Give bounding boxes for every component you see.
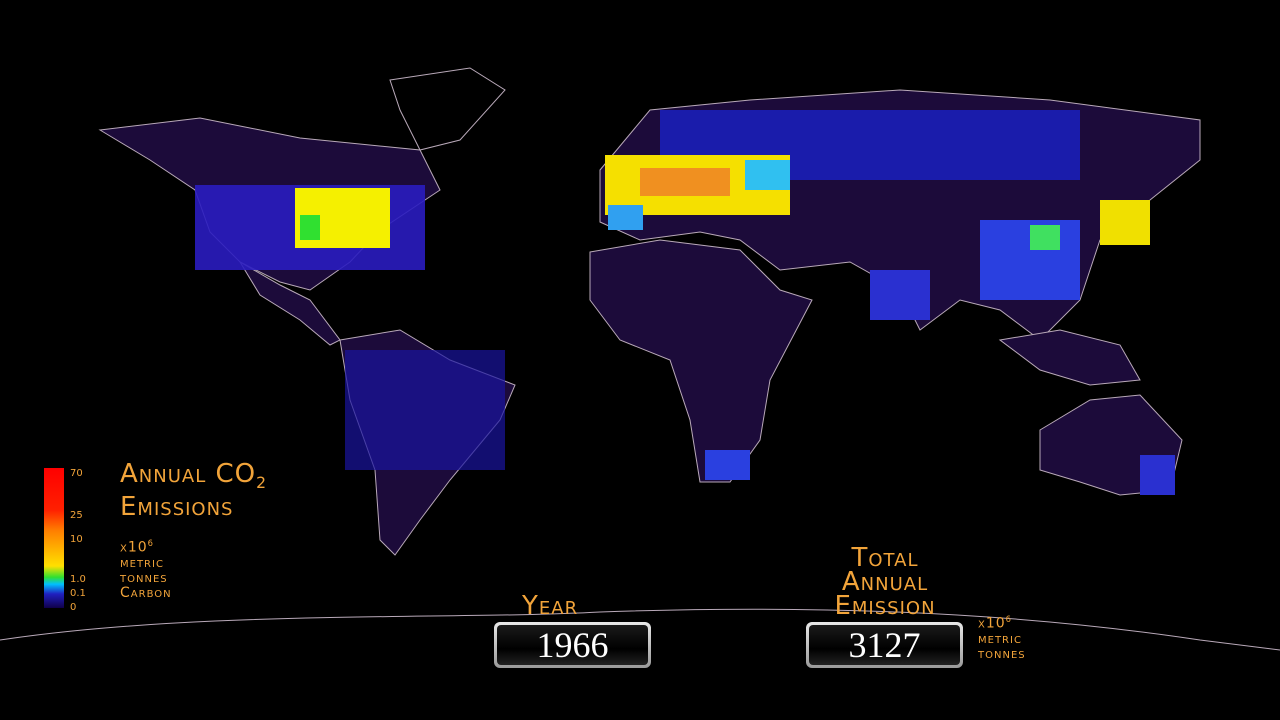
southeast-asia (998, 329, 1141, 386)
hotspot (1030, 225, 1060, 250)
total-unit: x106 metric tonnes (978, 612, 1026, 662)
total-label: Total Annual Emission (810, 543, 960, 621)
year-box: 1966 (494, 622, 651, 668)
hotspot (705, 450, 750, 480)
legend-tick-label: 0.1 (70, 588, 86, 599)
total-label-line: Total (851, 543, 919, 573)
legend-title: Annual CO2 Emissions (120, 459, 268, 523)
hotspot (1100, 200, 1150, 245)
legend-unit: x106 metric tonnes Carbon (120, 536, 172, 601)
total-value: 3127 (809, 625, 960, 665)
greenland (389, 67, 506, 151)
unit-line: metric (978, 630, 1022, 647)
hotspot (640, 168, 730, 196)
total-box: 3127 (806, 622, 963, 668)
year-value: 1966 (497, 625, 648, 665)
hotspot (300, 215, 320, 240)
legend-title-sub: 2 (256, 474, 268, 493)
hotspot (345, 350, 505, 470)
legend-title-line1: Annual CO (120, 459, 257, 489)
unit-exp: 6 (147, 538, 155, 548)
unit-base: x10 (120, 539, 148, 556)
legend-colorbar (44, 468, 64, 608)
year-label: Year (522, 591, 579, 621)
central-america (239, 261, 341, 346)
emission-hotspots (195, 110, 1175, 495)
unit-line: Carbon (120, 584, 172, 601)
total-label-line: Annual (841, 567, 929, 597)
unit-line: tonnes (120, 569, 168, 586)
legend-tick-label: 10 (70, 534, 83, 545)
hotspot (745, 160, 790, 190)
legend-tick-label: 0 (70, 602, 77, 613)
hotspot (608, 205, 643, 230)
unit-exp: 6 (1005, 614, 1013, 624)
hotspot (1140, 455, 1175, 495)
legend-tick-label: 25 (70, 510, 83, 521)
unit-line: tonnes (978, 645, 1026, 662)
legend-tick-label: 1.0 (70, 574, 86, 585)
hotspot (870, 270, 930, 320)
africa (589, 239, 813, 483)
total-label-line: Emission (834, 591, 936, 621)
legend-tick-label: 70 (70, 468, 83, 479)
antarctica (0, 608, 1280, 651)
legend-title-line2: Emissions (120, 492, 234, 523)
unit-line: metric (120, 554, 164, 571)
unit-base: x10 (978, 615, 1006, 632)
